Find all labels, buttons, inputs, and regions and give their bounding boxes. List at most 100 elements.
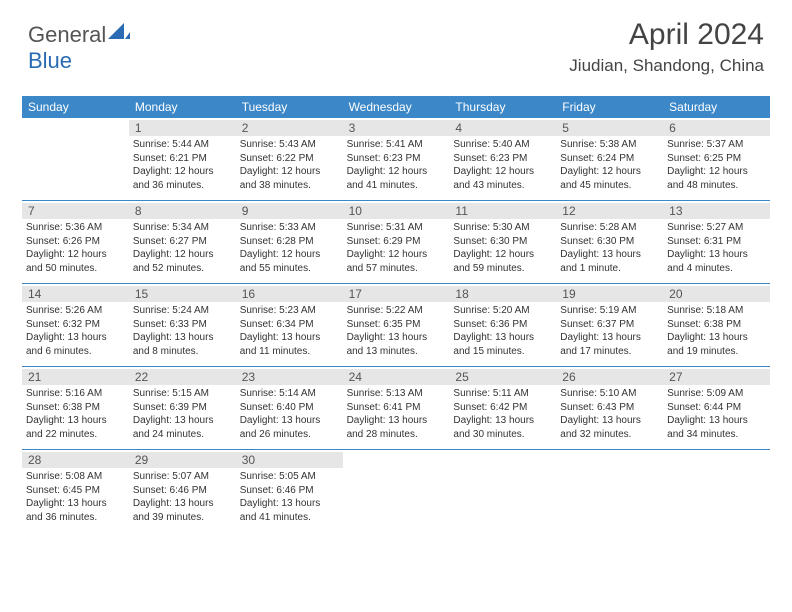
sunset-text: Sunset: 6:29 PM	[347, 235, 446, 249]
daylight-line2: and 43 minutes.	[453, 179, 552, 193]
day-header-wed: Wednesday	[343, 96, 450, 118]
daylight-line1: Daylight: 12 hours	[453, 165, 552, 179]
calendar-cell: 5Sunrise: 5:38 AMSunset: 6:24 PMDaylight…	[556, 118, 663, 200]
daylight-line2: and 11 minutes.	[240, 345, 339, 359]
day-number: 2	[236, 120, 343, 136]
day-info: Sunrise: 5:31 AMSunset: 6:29 PMDaylight:…	[347, 221, 446, 275]
daylight-line2: and 17 minutes.	[560, 345, 659, 359]
daylight-line2: and 52 minutes.	[133, 262, 232, 276]
daylight-line2: and 22 minutes.	[26, 428, 125, 442]
calendar-cell: 30Sunrise: 5:05 AMSunset: 6:46 PMDayligh…	[236, 450, 343, 532]
day-info: Sunrise: 5:34 AMSunset: 6:27 PMDaylight:…	[133, 221, 232, 275]
sunrise-text: Sunrise: 5:30 AM	[453, 221, 552, 235]
sunset-text: Sunset: 6:23 PM	[347, 152, 446, 166]
sunrise-text: Sunrise: 5:19 AM	[560, 304, 659, 318]
calendar-cell: 12Sunrise: 5:28 AMSunset: 6:30 PMDayligh…	[556, 201, 663, 283]
calendar-cell: 15Sunrise: 5:24 AMSunset: 6:33 PMDayligh…	[129, 284, 236, 366]
calendar-cell: 16Sunrise: 5:23 AMSunset: 6:34 PMDayligh…	[236, 284, 343, 366]
day-number: 23	[236, 369, 343, 385]
daylight-line2: and 1 minute.	[560, 262, 659, 276]
daylight-line2: and 8 minutes.	[133, 345, 232, 359]
daylight-line1: Daylight: 12 hours	[26, 248, 125, 262]
daylight-line2: and 36 minutes.	[133, 179, 232, 193]
sunrise-text: Sunrise: 5:08 AM	[26, 470, 125, 484]
day-header-mon: Monday	[129, 96, 236, 118]
day-header-sun: Sunday	[22, 96, 129, 118]
sunset-text: Sunset: 6:34 PM	[240, 318, 339, 332]
sunset-text: Sunset: 6:46 PM	[133, 484, 232, 498]
daylight-line2: and 4 minutes.	[667, 262, 766, 276]
day-number: 16	[236, 286, 343, 302]
calendar-cell: 7Sunrise: 5:36 AMSunset: 6:26 PMDaylight…	[22, 201, 129, 283]
day-info: Sunrise: 5:10 AMSunset: 6:43 PMDaylight:…	[560, 387, 659, 441]
day-info: Sunrise: 5:09 AMSunset: 6:44 PMDaylight:…	[667, 387, 766, 441]
day-number: 26	[556, 369, 663, 385]
sunset-text: Sunset: 6:43 PM	[560, 401, 659, 415]
daylight-line2: and 28 minutes.	[347, 428, 446, 442]
daylight-line1: Daylight: 13 hours	[667, 248, 766, 262]
daylight-line2: and 36 minutes.	[26, 511, 125, 525]
daylight-line1: Daylight: 13 hours	[133, 414, 232, 428]
day-number: 10	[343, 203, 450, 219]
day-number	[22, 120, 129, 122]
page-header: April 2024 Jiudian, Shandong, China	[569, 18, 764, 76]
sunset-text: Sunset: 6:23 PM	[453, 152, 552, 166]
calendar-grid: Sunday Monday Tuesday Wednesday Thursday…	[22, 96, 770, 532]
sunset-text: Sunset: 6:45 PM	[26, 484, 125, 498]
sunset-text: Sunset: 6:37 PM	[560, 318, 659, 332]
calendar-week: 1Sunrise: 5:44 AMSunset: 6:21 PMDaylight…	[22, 118, 770, 201]
sunrise-text: Sunrise: 5:18 AM	[667, 304, 766, 318]
day-info: Sunrise: 5:15 AMSunset: 6:39 PMDaylight:…	[133, 387, 232, 441]
day-info: Sunrise: 5:14 AMSunset: 6:40 PMDaylight:…	[240, 387, 339, 441]
day-header-row: Sunday Monday Tuesday Wednesday Thursday…	[22, 96, 770, 118]
day-number: 17	[343, 286, 450, 302]
daylight-line1: Daylight: 13 hours	[133, 497, 232, 511]
calendar-cell: 28 Sunrise: 5:08 AMSunset: 6:45 PMDayligh…	[22, 450, 129, 532]
daylight-line1: Daylight: 13 hours	[560, 331, 659, 345]
sunset-text: Sunset: 6:25 PM	[667, 152, 766, 166]
day-info: Sunrise: 5:13 AMSunset: 6:41 PMDaylight:…	[347, 387, 446, 441]
sunrise-text: Sunrise: 5:38 AM	[560, 138, 659, 152]
day-info: Sunrise: 5:38 AMSunset: 6:24 PMDaylight:…	[560, 138, 659, 192]
daylight-line2: and 41 minutes.	[240, 511, 339, 525]
daylight-line2: and 26 minutes.	[240, 428, 339, 442]
sunrise-text: Sunrise: 5:20 AM	[453, 304, 552, 318]
day-number: 28	[22, 452, 129, 468]
day-info: Sunrise: 5:07 AMSunset: 6:46 PMDaylight:…	[133, 470, 232, 524]
calendar-cell: 26 Sunrise: 5:10 AMSunset: 6:43 PMDayligh…	[556, 367, 663, 449]
day-info: Sunrise: 5:20 AMSunset: 6:36 PMDaylight:…	[453, 304, 552, 358]
day-number: 27	[663, 369, 770, 385]
calendar-week: 28Sunrise: 5:08 AMSunset: 6:45 PMDayligh…	[22, 450, 770, 532]
sunrise-text: Sunrise: 5:13 AM	[347, 387, 446, 401]
calendar-cell: 29Sunrise: 5:07 AMSunset: 6:46 PMDayligh…	[129, 450, 236, 532]
calendar-week: 21Sunrise: 5:16 AMSunset: 6:38 PMDayligh…	[22, 367, 770, 450]
sunset-text: Sunset: 6:28 PM	[240, 235, 339, 249]
daylight-line1: Daylight: 12 hours	[560, 165, 659, 179]
calendar-cell: 11Sunrise: 5:30 AMSunset: 6:30 PMDayligh…	[449, 201, 556, 283]
sunset-text: Sunset: 6:32 PM	[26, 318, 125, 332]
daylight-line2: and 19 minutes.	[667, 345, 766, 359]
day-info: Sunrise: 5:40 AMSunset: 6:23 PMDaylight:…	[453, 138, 552, 192]
day-header-thu: Thursday	[449, 96, 556, 118]
daylight-line1: Daylight: 13 hours	[560, 414, 659, 428]
daylight-line2: and 59 minutes.	[453, 262, 552, 276]
sunset-text: Sunset: 6:42 PM	[453, 401, 552, 415]
daylight-line1: Daylight: 12 hours	[347, 165, 446, 179]
sunrise-text: Sunrise: 5:33 AM	[240, 221, 339, 235]
sunrise-text: Sunrise: 5:11 AM	[453, 387, 552, 401]
calendar-cell	[556, 450, 663, 532]
sunrise-text: Sunrise: 5:15 AM	[133, 387, 232, 401]
day-info: Sunrise: 5:18 AMSunset: 6:38 PMDaylight:…	[667, 304, 766, 358]
calendar-cell: 22Sunrise: 5:15 AMSunset: 6:39 PMDayligh…	[129, 367, 236, 449]
sunrise-text: Sunrise: 5:36 AM	[26, 221, 125, 235]
calendar-cell	[663, 450, 770, 532]
daylight-line1: Daylight: 13 hours	[133, 331, 232, 345]
day-info: Sunrise: 5:33 AMSunset: 6:28 PMDaylight:…	[240, 221, 339, 275]
daylight-line2: and 32 minutes.	[560, 428, 659, 442]
daylight-line1: Daylight: 13 hours	[667, 331, 766, 345]
sunrise-text: Sunrise: 5:16 AM	[26, 387, 125, 401]
day-info: Sunrise: 5:08 AMSunset: 6:45 PMDaylight:…	[26, 470, 125, 524]
calendar-cell	[449, 450, 556, 532]
daylight-line2: and 13 minutes.	[347, 345, 446, 359]
daylight-line1: Daylight: 12 hours	[347, 248, 446, 262]
